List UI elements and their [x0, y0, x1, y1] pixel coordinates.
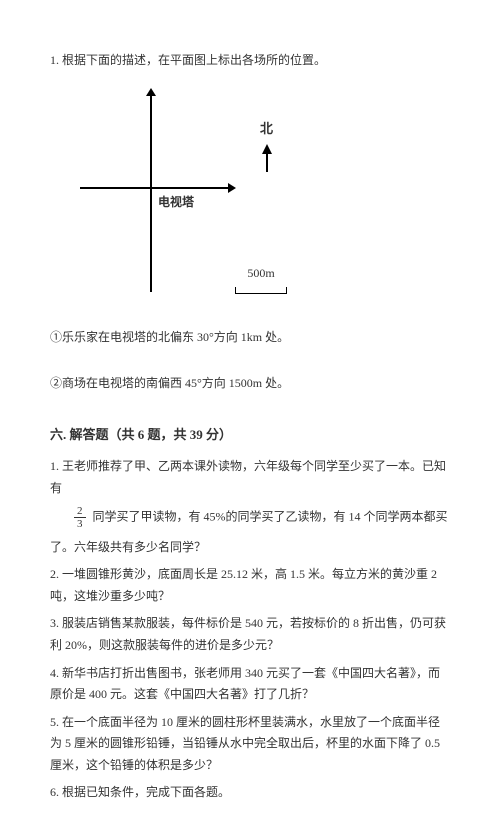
vertical-axis — [150, 92, 152, 292]
arrow-up-icon — [146, 88, 156, 96]
question-1-line2: 2 3 同学买了甲读物，有 45%的同学买了乙读物，有 14 个同学两本都买 — [50, 505, 450, 530]
intro-text: 1. 根据下面的描述，在平面图上标出各场所的位置。 — [50, 50, 450, 72]
coordinate-diagram: 北 电视塔 500m — [50, 82, 330, 302]
q1-fraction: 2 3 — [74, 505, 86, 530]
north-arrow-stem — [266, 154, 268, 172]
section-6-title: 六. 解答题（共 6 题，共 39 分） — [50, 423, 450, 446]
tower-label: 电视塔 — [158, 192, 194, 214]
q1-fraction-den: 3 — [74, 518, 86, 530]
question-4: 4. 新华书店打折出售图书，张老师用 340 元买了一套《中国四大名著》，而原价… — [50, 663, 450, 706]
scale-bar — [235, 287, 287, 294]
question-5: 5. 在一个底面半径为 10 厘米的圆柱形杯里装满水，水里放了一个底面半径为 5… — [50, 712, 450, 777]
horizontal-axis — [80, 187, 230, 189]
question-1-line3: 了。六年级共有多少名同学？ — [50, 537, 450, 559]
question-3: 3. 服装店销售某款服装，每件标价是 540 元，若按标价的 8 折出售，仍可获… — [50, 613, 450, 656]
sub-question-2: ②商场在电视塔的南偏西 45°方向 1500m 处。 — [50, 373, 450, 395]
q1-fraction-num: 2 — [74, 505, 86, 518]
scale-indicator: 500m — [235, 263, 287, 294]
sub-question-1: ①乐乐家在电视塔的北偏东 30°方向 1km 处。 — [50, 327, 450, 349]
q1-line1: 1. 王老师推荐了甲、乙两本课外读物，六年级每个同学至少买了一本。已知有 — [50, 459, 446, 495]
question-2: 2. 一堆圆锥形黄沙，底面周长是 25.12 米，高 1.5 米。每立方米的黄沙… — [50, 564, 450, 607]
arrow-right-icon — [228, 183, 236, 193]
north-arrow-icon — [262, 144, 272, 154]
scale-label: 500m — [247, 266, 274, 280]
question-1: 1. 王老师推荐了甲、乙两本课外读物，六年级每个同学至少买了一本。已知有 — [50, 456, 450, 499]
north-indicator: 北 — [260, 117, 273, 172]
question-6: 6. 根据已知条件，完成下面各题。 — [50, 782, 450, 804]
q1-line2-text: 同学买了甲读物，有 45%的同学买了乙读物，有 14 个同学两本都买 — [93, 510, 448, 524]
north-label: 北 — [260, 121, 273, 136]
